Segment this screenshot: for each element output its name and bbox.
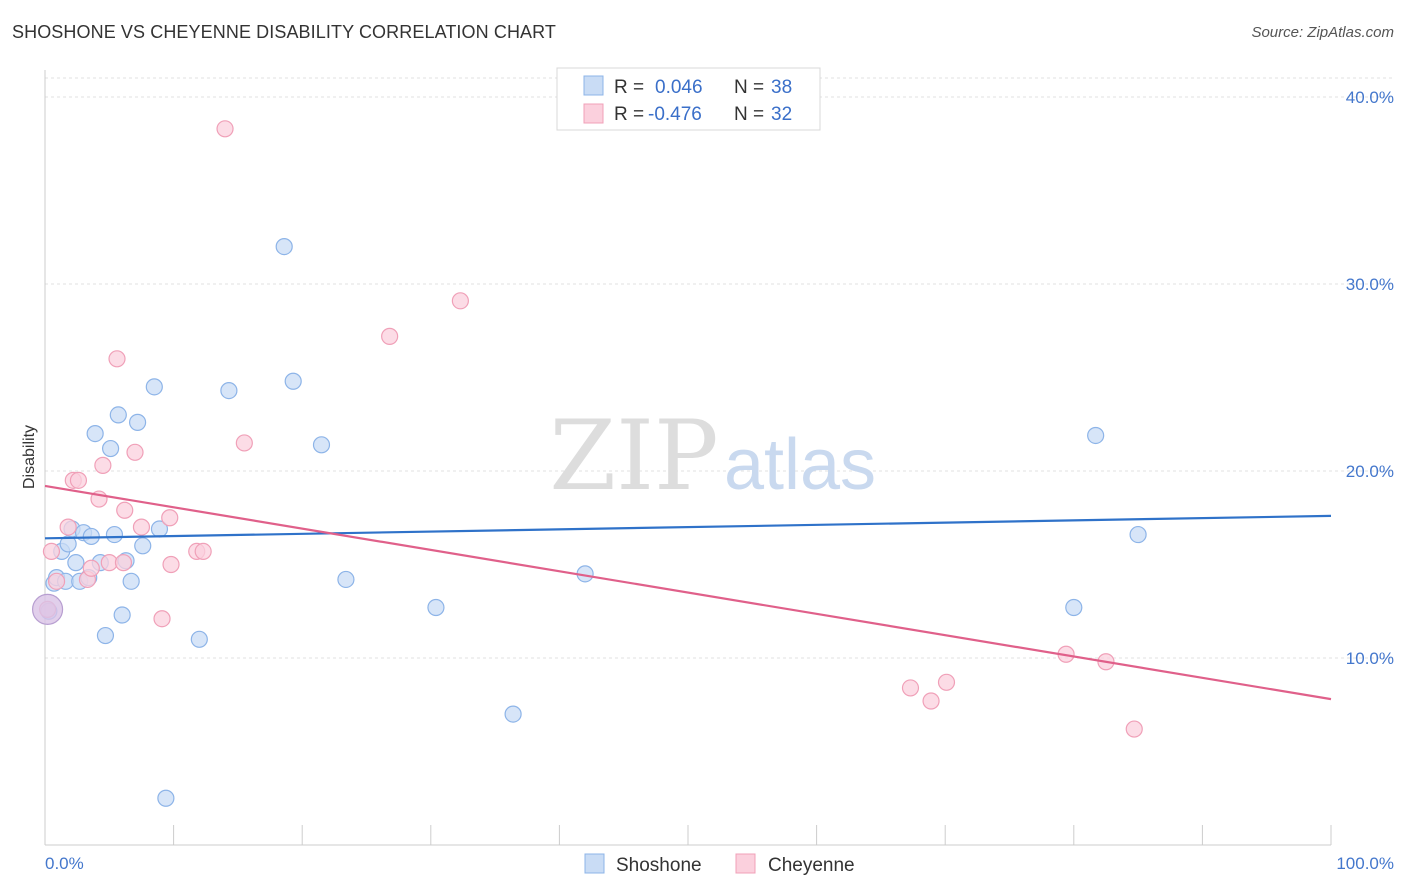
chart-source: Source: ZipAtlas.com	[1251, 24, 1394, 41]
point-cheyenne	[1125, 720, 1143, 738]
stats-legend-n-value-2: 32	[771, 104, 792, 125]
y-axis-label: Disability	[21, 425, 38, 489]
stats-legend-r-label-2: R =	[614, 104, 644, 125]
point-cheyenne	[114, 554, 133, 572]
point-shoshone	[134, 537, 152, 555]
x-tick-label-max: 100.0%	[1336, 854, 1394, 873]
point-cheyenne	[922, 692, 940, 710]
chart-title: SHOSHONE VS CHEYENNE DISABILITY CORRELAT…	[12, 22, 557, 42]
point-cheyenne	[69, 471, 88, 489]
point-shoshone	[312, 436, 331, 454]
trend-lines	[44, 484, 1332, 701]
point-shoshone	[504, 705, 522, 723]
stats-legend-r-value-1: 0.046	[655, 77, 703, 98]
y-tick-label: 20.0%	[1346, 462, 1394, 481]
point-shoshone	[105, 525, 124, 544]
point-shoshone	[427, 598, 445, 617]
point-shoshone	[122, 572, 140, 590]
trend-line-cheyenne	[44, 484, 1332, 701]
legend-shoshone-swatch	[584, 853, 605, 874]
watermark: ZIP atlas	[549, 400, 876, 512]
point-cheyenne	[937, 673, 956, 691]
stats-legend-n-label-1: N =	[734, 77, 764, 98]
point-shoshone	[157, 789, 175, 807]
y-tick-label: 10.0%	[1346, 649, 1394, 668]
point-cheyenne	[381, 327, 399, 345]
point-shoshone	[145, 378, 163, 396]
y-tick-label: 30.0%	[1346, 275, 1394, 294]
point-cheyenne	[82, 559, 100, 577]
watermark-zip: ZIP	[549, 400, 718, 512]
point-cheyenne	[116, 501, 134, 519]
point-shoshone	[284, 372, 302, 390]
point-cheyenne	[42, 542, 61, 561]
y-tick-label: 40.0%	[1346, 88, 1394, 107]
series-legend: Shoshone Cheyenne	[584, 853, 855, 876]
stats-legend: R = 0.046 N = 38 R = -0.476 N = 32	[556, 67, 821, 131]
point-shoshone	[337, 570, 355, 589]
point-cheyenne	[108, 350, 126, 368]
point-cheyenne	[162, 555, 180, 574]
stats-legend-n-value-1: 38	[771, 77, 792, 98]
point-shoshone	[1065, 598, 1083, 617]
point-cheyenne	[161, 509, 179, 527]
point-cheyenne	[47, 572, 66, 590]
point-cheyenne	[59, 518, 77, 536]
trend-line-shoshone	[44, 514, 1332, 540]
point-shoshone	[220, 381, 238, 400]
legend-shoshone-label: Shoshone	[616, 855, 702, 876]
point-overlap-large	[31, 593, 64, 625]
point-shoshone	[109, 406, 127, 424]
point-shoshone	[113, 606, 131, 624]
point-cheyenne	[451, 292, 469, 310]
series-cheyenne-points	[31, 120, 1143, 738]
point-cheyenne	[235, 434, 253, 452]
stats-legend-r-label-1: R =	[614, 77, 644, 98]
point-shoshone	[96, 626, 115, 645]
point-cheyenne	[132, 518, 151, 536]
legend-cheyenne-label: Cheyenne	[768, 855, 855, 876]
point-cheyenne	[126, 443, 144, 461]
stats-legend-shoshone-swatch	[583, 75, 604, 96]
point-cheyenne	[901, 679, 920, 697]
point-shoshone	[67, 554, 85, 572]
x-tick-marks	[44, 825, 1332, 845]
watermark-atlas: atlas	[724, 425, 876, 505]
point-cheyenne	[216, 120, 234, 138]
point-shoshone	[1129, 525, 1147, 544]
grid-lines	[45, 77, 1394, 659]
point-shoshone	[86, 425, 104, 443]
point-shoshone	[275, 238, 293, 256]
stats-legend-n-label-2: N =	[734, 104, 764, 125]
legend-cheyenne-swatch	[735, 853, 756, 874]
stats-legend-cheyenne-swatch	[583, 103, 604, 124]
point-cheyenne	[194, 542, 212, 561]
y-tick-labels: 10.0% 20.0% 30.0% 40.0%	[1346, 88, 1394, 668]
stats-legend-r-value-2: -0.476	[648, 104, 702, 125]
point-cheyenne	[94, 456, 112, 474]
point-shoshone	[1087, 426, 1105, 445]
point-shoshone	[101, 439, 120, 458]
point-shoshone	[190, 630, 208, 648]
point-shoshone	[128, 413, 147, 431]
x-tick-label-min: 0.0%	[45, 854, 84, 873]
point-cheyenne	[153, 610, 171, 628]
